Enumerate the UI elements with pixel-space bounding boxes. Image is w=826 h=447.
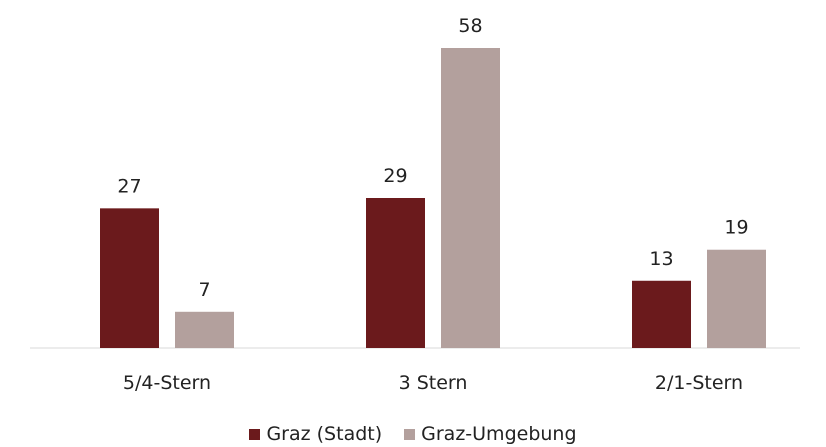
category-label-5-4-stern: 5/4-Stern bbox=[123, 372, 211, 394]
legend-item-graz-umgebung: Graz-Umgebung bbox=[404, 423, 577, 445]
legend-label-graz-stadt: Graz (Stadt) bbox=[266, 423, 383, 445]
category-labels-group: 5/4-Stern 3 Stern 2/1-Stern bbox=[123, 372, 743, 394]
bar-2-1-stern-series-0 bbox=[632, 280, 691, 348]
legend-swatch-graz-umgebung bbox=[404, 428, 416, 440]
bar-5-4-stern-series-1 bbox=[175, 311, 234, 348]
bar-3-stern-series-1 bbox=[441, 48, 500, 348]
value-label-3-stern-series-0: 29 bbox=[383, 165, 407, 187]
category-label-3-stern: 3 Stern bbox=[399, 372, 468, 394]
bar-2-1-stern-series-1 bbox=[707, 249, 766, 348]
legend-label-graz-umgebung: Graz-Umgebung bbox=[421, 423, 577, 445]
bar-5-4-stern-series-0 bbox=[100, 208, 159, 348]
legend-item-graz-stadt: Graz (Stadt) bbox=[249, 423, 382, 445]
value-label-3-stern-series-1: 58 bbox=[458, 15, 482, 37]
value-label-5-4-stern-series-0: 27 bbox=[117, 175, 141, 197]
bar-3-stern-series-0 bbox=[366, 198, 425, 348]
legend-swatch-graz-stadt bbox=[249, 428, 261, 440]
value-label-2-1-stern-series-1: 19 bbox=[724, 217, 748, 239]
category-label-2-1-stern: 2/1-Stern bbox=[655, 372, 743, 394]
value-labels-group: 27 7 29 58 13 19 bbox=[117, 15, 748, 301]
legend: Graz (Stadt) Graz-Umgebung bbox=[0, 421, 826, 447]
value-label-2-1-stern-series-0: 13 bbox=[649, 248, 673, 270]
bars-group bbox=[100, 48, 766, 348]
value-label-5-4-stern-series-1: 7 bbox=[198, 279, 210, 301]
